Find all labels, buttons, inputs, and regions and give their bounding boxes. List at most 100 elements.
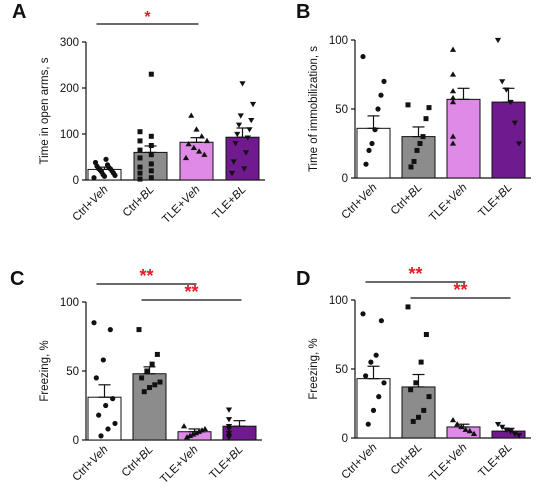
data-point [239, 81, 246, 87]
data-point [188, 112, 195, 118]
data-point [368, 359, 374, 365]
data-point [449, 71, 457, 77]
data-point [370, 407, 377, 413]
significance-marker: ** [139, 266, 153, 286]
data-point [416, 414, 421, 420]
x-tick-label: Ctrl+Veh [340, 442, 380, 482]
data-point [92, 159, 99, 166]
bar-ctrl-veh [356, 127, 391, 179]
data-point [183, 434, 191, 440]
y-tick-label: 300 [60, 37, 79, 49]
y-tick-label: 100 [60, 297, 79, 309]
panel-b: B Time of immobilization, s 0 50 100 Ctrl+Veh… [296, 1, 531, 224]
data-point [418, 359, 424, 365]
data-point [454, 421, 461, 427]
x-tick-label: TLE+BL [208, 444, 246, 482]
data-point [449, 416, 457, 423]
x-tick-label: TLE+Veh [427, 442, 469, 484]
data-point [413, 380, 419, 386]
data-point [405, 102, 411, 108]
data-point [360, 311, 366, 317]
data-point [246, 127, 253, 133]
data-point [408, 164, 414, 170]
data-point [157, 379, 163, 385]
data-point [372, 127, 378, 133]
x-tick-label: TLE+Veh [160, 184, 202, 226]
data-point [366, 147, 372, 153]
data-point [376, 394, 382, 400]
significance-marker: ** [453, 280, 467, 300]
panel-label: B [296, 1, 310, 23]
data-point [449, 133, 457, 139]
significance-marker: * [144, 9, 151, 26]
data-point [414, 147, 420, 153]
x-tick-label: TLE+BL [477, 442, 515, 480]
data-point [198, 133, 205, 139]
y-tick-label: 0 [73, 175, 79, 187]
y-tick-label: 100 [60, 129, 79, 141]
data-point [103, 156, 109, 162]
data-point [148, 71, 154, 77]
data-point [470, 430, 478, 437]
x-tick-label: Ctrl+BL [389, 442, 425, 478]
data-point [373, 352, 379, 358]
data-point [137, 176, 143, 182]
data-point [511, 120, 518, 126]
data-point [411, 158, 417, 164]
data-point [360, 53, 366, 60]
y-tick-label: 50 [66, 366, 79, 378]
data-point [152, 382, 158, 388]
significance-marker: ** [408, 264, 422, 284]
bar-tle-bl [491, 101, 526, 179]
data-point [449, 140, 457, 146]
data-point [423, 116, 429, 122]
y-tick-label: 100 [329, 35, 348, 47]
data-point [458, 423, 465, 430]
data-point [93, 375, 99, 381]
data-point [408, 387, 414, 393]
data-point [180, 423, 188, 429]
x-tick-label: TLE+Veh [158, 444, 200, 486]
data-point [225, 426, 233, 433]
x-tick-label: Ctrl+Veh [71, 444, 111, 484]
data-point [148, 152, 154, 158]
data-point [182, 154, 190, 161]
data-point [225, 424, 233, 430]
data-point [225, 417, 233, 423]
data-point [507, 99, 514, 106]
data-point [494, 422, 502, 428]
data-point [365, 421, 371, 427]
data-point [462, 426, 469, 432]
data-point [449, 87, 457, 94]
y-tick-label: 0 [342, 173, 348, 185]
panel-label: D [296, 268, 310, 290]
data-point [193, 126, 200, 132]
significance-marker: ** [184, 282, 198, 302]
x-tick-label: Ctrl+BL [121, 184, 157, 220]
data-point [96, 412, 102, 418]
data-point [417, 141, 423, 146]
data-point [148, 143, 154, 148]
data-point [139, 375, 145, 381]
x-tick-label: TLE+Veh [427, 182, 469, 224]
data-point [228, 170, 236, 177]
data-point [499, 424, 506, 431]
panel-label: C [10, 268, 24, 290]
panel-d: D Freezing, % 0 50 100 Ctrl+Veh Ctrl+BLTLE+Veh… [296, 264, 531, 484]
data-point [91, 320, 97, 326]
panel-a: A Time in open arms, s 0 100 200 300 Ctrl+Veh C… [12, 1, 265, 226]
data-point [91, 175, 97, 181]
y-axis-label: Freezing, % [39, 340, 51, 401]
data-point [511, 431, 518, 437]
data-point [137, 129, 143, 135]
panel-c: C Freezing, % 0 50 100 Ctrl+Veh Ctrl+BLTLE+Veh… [10, 266, 262, 486]
y-tick-label: 100 [329, 295, 348, 307]
data-point [232, 141, 239, 147]
data-point [421, 407, 427, 413]
data-point [363, 161, 369, 167]
y-axis-label: Time in open arms, s [39, 57, 51, 164]
data-point [225, 407, 233, 413]
data-point [137, 155, 143, 161]
data-point [105, 426, 111, 432]
